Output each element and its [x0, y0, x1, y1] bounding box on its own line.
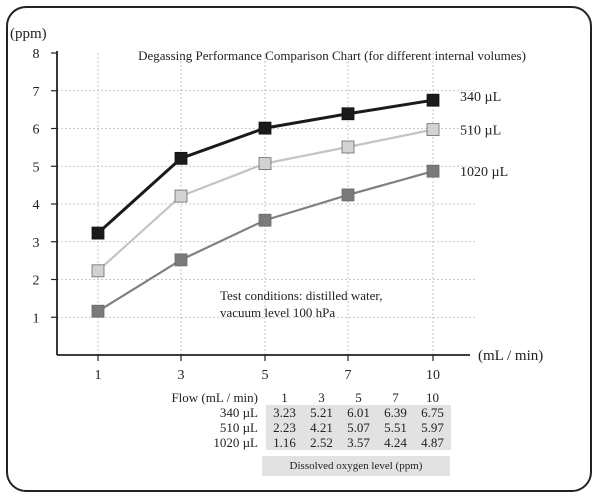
x-axis-unit-label: (mL / min)	[478, 348, 543, 364]
y-axis-unit-label: (ppm)	[10, 26, 47, 42]
annotation-line-1: Test conditions: distilled water,	[220, 288, 383, 303]
table-cell: 1.16	[266, 435, 303, 450]
data-point-marker	[258, 157, 272, 171]
y-tick-label: 2	[33, 274, 40, 289]
table-header-cell: 10	[426, 390, 439, 405]
y-tick-label: 5	[33, 160, 40, 175]
y-tick-label: 1	[33, 311, 40, 326]
table-row-label: 340 µL	[219, 405, 258, 420]
table-header-cell: 5	[355, 390, 362, 405]
series-line	[97, 128, 434, 272]
tick-labels: 1 2 3 4 5 6 7 8 1 3 5 7 10	[33, 47, 441, 383]
table-caption: Dissolved oxygen level (ppm)	[262, 456, 450, 476]
data-point-marker	[341, 188, 355, 202]
table-header-label: Flow (mL / min)	[171, 390, 258, 405]
data-point-marker	[91, 226, 105, 240]
series-labels: 1020 µL 510 µL 340 µL	[460, 90, 508, 180]
table-row: 510 µL 2.23 4.21 5.07 5.51 5.97	[158, 420, 451, 435]
table-header-cell: 3	[318, 390, 325, 405]
table-cell: 4.21	[303, 420, 340, 435]
table-row-label: 510 µL	[219, 420, 258, 435]
table-cell: 5.97	[414, 420, 451, 435]
table-cell: 6.39	[377, 405, 414, 420]
table-row: 1020 µL 1.16 2.52 3.57 4.24 4.87	[158, 435, 451, 450]
table-cell: 4.87	[414, 435, 451, 450]
data-point-marker	[91, 304, 105, 318]
y-tick-label: 3	[33, 236, 40, 251]
grid	[57, 53, 476, 355]
line-chart: Degassing Performance Comparison Chart (…	[10, 26, 543, 383]
table-row: 340 µL 3.23 5.21 6.01 6.39 6.75	[158, 405, 451, 420]
y-tick-label: 7	[33, 85, 40, 100]
chart-title: Degassing Performance Comparison Chart (…	[138, 48, 526, 63]
table-header-row: Flow (mL / min) 1 3 5 7 10	[158, 390, 451, 405]
series-label: 1020 µL	[460, 165, 508, 180]
x-tick-label: 10	[426, 368, 440, 383]
y-tick-label: 8	[33, 47, 40, 62]
table-cell: 5.21	[303, 405, 340, 420]
table-cell: 5.51	[377, 420, 414, 435]
data-point-marker	[341, 107, 355, 121]
y-tick-label: 4	[33, 198, 40, 213]
table-cell: 6.75	[414, 405, 451, 420]
table-cell: 2.23	[266, 420, 303, 435]
x-tick-label: 7	[345, 368, 352, 383]
y-tick-label: 6	[33, 123, 40, 138]
axes	[51, 51, 470, 361]
table-cell: 5.07	[340, 420, 377, 435]
data-point-marker	[174, 151, 188, 165]
annotation-line-2: vacuum level 100 hPa	[220, 305, 335, 320]
table-cell: 3.23	[266, 405, 303, 420]
data-point-marker	[258, 121, 272, 135]
data-point-marker	[258, 213, 272, 227]
table-row-label: 1020 µL	[213, 435, 258, 450]
data-table: Flow (mL / min) 1 3 5 7 10 340 µL 3.23 5…	[158, 390, 451, 450]
table-header-cell: 7	[392, 390, 399, 405]
series-label: 340 µL	[460, 90, 501, 105]
chart-frame	[6, 6, 592, 492]
table-cell: 2.52	[303, 435, 340, 450]
data-point-marker	[426, 123, 440, 137]
data-point-marker	[174, 253, 188, 267]
table-cell: 3.57	[340, 435, 377, 450]
data-point-marker	[174, 189, 188, 203]
data-point-marker	[426, 93, 440, 107]
data-point-marker	[426, 164, 440, 178]
series-label: 510 µL	[460, 124, 501, 139]
x-tick-label: 3	[178, 368, 185, 383]
data-point-marker	[91, 264, 105, 278]
table-cell: 6.01	[340, 405, 377, 420]
table-header-cell: 1	[281, 390, 288, 405]
table-cell: 4.24	[377, 435, 414, 450]
series-group	[91, 93, 440, 318]
data-point-marker	[341, 140, 355, 154]
x-tick-label: 5	[262, 368, 269, 383]
x-tick-label: 1	[95, 368, 102, 383]
